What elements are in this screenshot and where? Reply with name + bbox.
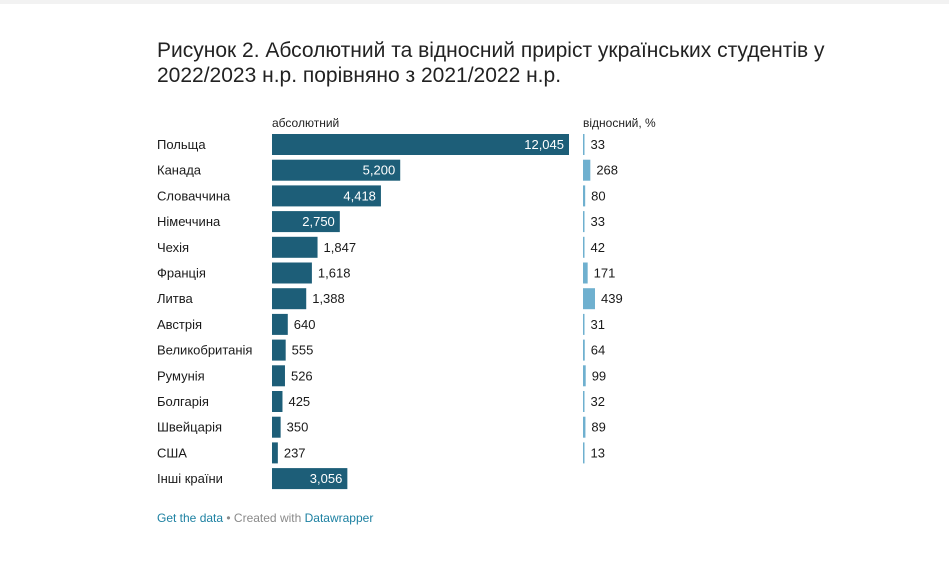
relative-bar — [583, 236, 585, 258]
absolute-value-label: 640 — [294, 317, 316, 332]
relative-value-label: 13 — [591, 445, 605, 460]
relative-value-label: 80 — [591, 188, 605, 203]
category-label: Швейцарія — [157, 420, 222, 435]
absolute-value-label: 1,847 — [324, 240, 357, 255]
relative-value-label: 31 — [591, 317, 605, 332]
category-label: Канада — [157, 163, 202, 178]
footer-separator: • Created with — [223, 511, 305, 525]
category-label: Болгарія — [157, 394, 209, 409]
relative-value-label: 439 — [601, 291, 623, 306]
absolute-bar — [272, 288, 307, 310]
category-label: Польща — [157, 137, 206, 152]
relative-bar — [583, 365, 586, 387]
absolute-bar — [272, 134, 569, 155]
absolute-bar — [272, 159, 401, 181]
relative-bar — [583, 313, 585, 335]
datawrapper-link[interactable]: Datawrapper — [304, 511, 374, 525]
category-label: Чехія — [157, 240, 189, 255]
category-label: Франція — [157, 266, 206, 281]
relative-bar — [583, 288, 595, 310]
relative-bar — [583, 262, 588, 284]
absolute-bar — [272, 391, 283, 412]
relative-bar — [583, 442, 585, 464]
category-label: Румунія — [157, 368, 205, 383]
category-label: США — [157, 445, 187, 460]
category-label: Литва — [157, 291, 194, 306]
get-data-link[interactable]: Get the data — [157, 511, 224, 525]
absolute-value-label: 5,200 — [363, 163, 396, 178]
relative-column-header: відносний, % — [583, 116, 656, 130]
absolute-value-label: 12,045 — [524, 137, 564, 152]
relative-value-label: 64 — [591, 343, 605, 358]
category-label: Інші країни — [157, 471, 223, 486]
absolute-bar — [272, 236, 318, 258]
absolute-value-label: 350 — [287, 420, 309, 435]
relative-value-label: 89 — [591, 420, 605, 435]
relative-value-label: 268 — [596, 163, 618, 178]
absolute-bar — [272, 262, 312, 284]
absolute-value-label: 1,618 — [318, 266, 351, 281]
absolute-value-label: 425 — [288, 394, 310, 409]
category-label: Австрія — [157, 317, 202, 332]
chart-footer: Get the data • Created with Datawrapper — [157, 511, 373, 525]
absolute-value-label: 2,750 — [302, 214, 335, 229]
absolute-bar — [272, 365, 285, 387]
relative-bar — [583, 339, 585, 361]
absolute-value-label: 1,388 — [312, 291, 345, 306]
relative-value-label: 33 — [591, 137, 605, 152]
absolute-bar — [272, 339, 286, 361]
relative-value-label: 99 — [592, 368, 606, 383]
absolute-bar — [272, 211, 340, 233]
absolute-bar — [272, 442, 278, 464]
absolute-bar — [272, 185, 381, 207]
relative-bar — [583, 391, 585, 412]
absolute-value-label: 4,418 — [343, 188, 376, 203]
chart-title: Рисунок 2. Абсолютний та відносний прирі… — [157, 39, 825, 87]
relative-bar — [583, 185, 586, 207]
absolute-value-label: 3,056 — [310, 471, 343, 486]
relative-bar — [583, 211, 585, 233]
relative-value-label: 32 — [591, 394, 605, 409]
relative-bar — [583, 416, 586, 438]
relative-value-label: 171 — [594, 266, 616, 281]
relative-bar — [583, 159, 591, 181]
relative-value-label: 42 — [591, 240, 605, 255]
relative-value-label: 33 — [591, 214, 605, 229]
absolute-bar — [272, 416, 281, 438]
absolute-value-label: 237 — [284, 445, 306, 460]
category-label: Словаччина — [157, 188, 231, 203]
top-divider — [0, 0, 949, 4]
absolute-value-label: 555 — [292, 343, 314, 358]
absolute-column-header: абсолютний — [272, 116, 340, 130]
absolute-value-label: 526 — [291, 368, 313, 383]
absolute-bar — [272, 313, 288, 335]
category-label: Великобританія — [157, 343, 252, 358]
relative-bar — [583, 134, 585, 155]
category-label: Німеччина — [157, 214, 221, 229]
absolute-bar — [272, 468, 348, 490]
